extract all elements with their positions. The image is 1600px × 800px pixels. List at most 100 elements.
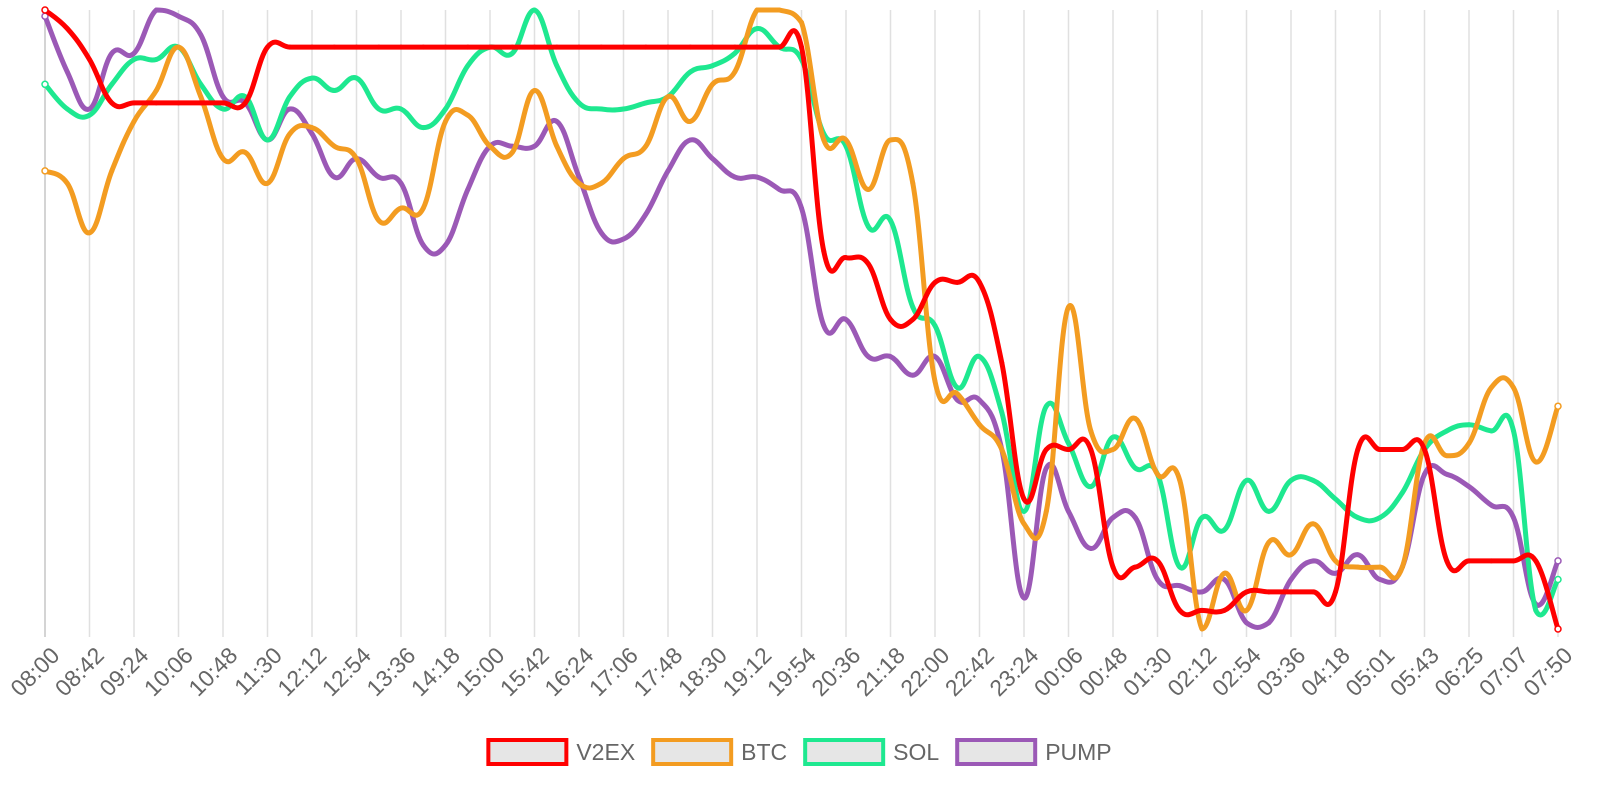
- data-point-v2ex[interactable]: [1088, 447, 1094, 452]
- data-point-v2ex[interactable]: [1066, 447, 1071, 452]
- data-point-pump[interactable]: [732, 174, 738, 180]
- data-point-btc[interactable]: [598, 180, 604, 186]
- legend-item-sol[interactable]: SOL: [803, 738, 939, 766]
- data-point-btc[interactable]: [821, 137, 827, 143]
- data-point-btc[interactable]: [999, 447, 1005, 452]
- data-point-pump[interactable]: [87, 106, 92, 112]
- data-point-btc[interactable]: [576, 180, 582, 186]
- data-point-pump[interactable]: [1021, 595, 1027, 601]
- data-point-pump[interactable]: [309, 131, 315, 137]
- data-point-sol[interactable]: [1110, 434, 1116, 440]
- data-point-v2ex[interactable]: [643, 44, 649, 50]
- data-point-sol[interactable]: [1177, 564, 1183, 570]
- data-point-pump[interactable]: [287, 106, 293, 112]
- data-point-btc[interactable]: [153, 88, 159, 93]
- data-point-v2ex[interactable]: [621, 44, 626, 50]
- data-point-btc[interactable]: [1266, 539, 1272, 545]
- data-point-v2ex[interactable]: [1221, 607, 1227, 613]
- data-point-v2ex[interactable]: [131, 100, 137, 106]
- data-point-v2ex[interactable]: [487, 44, 493, 50]
- data-point-btc[interactable]: [198, 94, 204, 100]
- legend[interactable]: V2EX BTC SOL PUMP: [486, 738, 1112, 766]
- data-point-pump[interactable]: [1199, 589, 1205, 595]
- data-point-sol[interactable]: [509, 50, 515, 56]
- data-point-pump[interactable]: [1088, 546, 1094, 551]
- data-point-v2ex[interactable]: [888, 317, 893, 322]
- data-point-sol[interactable]: [153, 57, 159, 62]
- data-point-pump[interactable]: [776, 187, 782, 192]
- data-point-btc[interactable]: [1444, 453, 1450, 459]
- data-point-pump[interactable]: [665, 168, 671, 174]
- data-point-v2ex[interactable]: [554, 44, 560, 50]
- data-point-pump[interactable]: [843, 317, 849, 322]
- data-point-btc[interactable]: [309, 125, 315, 131]
- data-point-sol[interactable]: [1488, 428, 1494, 434]
- data-point-v2ex[interactable]: [509, 44, 515, 50]
- data-point-v2ex[interactable]: [64, 26, 70, 32]
- data-point-v2ex[interactable]: [532, 44, 537, 50]
- data-point-v2ex[interactable]: [1043, 447, 1049, 452]
- data-point-v2ex[interactable]: [109, 100, 115, 106]
- data-point-v2ex[interactable]: [153, 100, 159, 106]
- data-point-sol[interactable]: [1043, 403, 1049, 409]
- data-point-v2ex[interactable]: [576, 44, 582, 50]
- data-point-pump[interactable]: [598, 230, 604, 236]
- data-point-pump[interactable]: [198, 32, 204, 38]
- data-point-pump[interactable]: [398, 180, 404, 186]
- data-point-btc[interactable]: [621, 156, 626, 162]
- data-point-sol[interactable]: [220, 106, 226, 112]
- data-point-sol[interactable]: [1333, 496, 1338, 502]
- data-point-btc[interactable]: [1554, 402, 1562, 410]
- data-point-pump[interactable]: [1244, 620, 1249, 626]
- data-point-pump[interactable]: [687, 137, 693, 143]
- data-point-sol[interactable]: [1399, 490, 1405, 496]
- data-point-sol[interactable]: [932, 323, 938, 329]
- data-point-btc[interactable]: [1310, 521, 1316, 527]
- data-point-btc[interactable]: [977, 422, 982, 428]
- data-point-sol[interactable]: [643, 100, 649, 106]
- data-point-v2ex[interactable]: [1533, 558, 1539, 564]
- data-point-pump[interactable]: [153, 7, 159, 13]
- data-point-pump[interactable]: [420, 242, 426, 248]
- data-point-pump[interactable]: [109, 50, 115, 56]
- data-point-pump[interactable]: [220, 94, 226, 100]
- data-point-btc[interactable]: [799, 19, 804, 25]
- data-point-v2ex[interactable]: [198, 100, 204, 106]
- data-point-pump[interactable]: [1043, 465, 1049, 471]
- data-point-btc[interactable]: [487, 143, 493, 149]
- data-point-btc[interactable]: [1110, 447, 1116, 452]
- data-point-btc[interactable]: [220, 156, 226, 162]
- data-point-pump[interactable]: [910, 372, 916, 378]
- data-point-btc[interactable]: [1377, 564, 1383, 570]
- data-point-btc[interactable]: [643, 143, 649, 149]
- data-point-sol[interactable]: [554, 63, 560, 69]
- data-point-v2ex[interactable]: [1021, 496, 1027, 502]
- data-point-sol[interactable]: [1244, 477, 1249, 483]
- data-point-btc[interactable]: [710, 81, 715, 87]
- data-point-sol[interactable]: [1199, 515, 1205, 521]
- data-point-btc[interactable]: [64, 180, 70, 186]
- data-point-sol[interactable]: [1088, 484, 1094, 490]
- data-point-btc[interactable]: [532, 88, 537, 93]
- data-point-btc[interactable]: [1488, 385, 1494, 391]
- data-point-btc[interactable]: [41, 167, 49, 175]
- data-point-btc[interactable]: [1511, 385, 1516, 391]
- data-point-btc[interactable]: [910, 180, 916, 186]
- data-point-sol[interactable]: [376, 106, 382, 112]
- data-point-pump[interactable]: [977, 397, 982, 403]
- data-point-pump[interactable]: [1444, 471, 1450, 477]
- data-point-v2ex[interactable]: [799, 44, 804, 50]
- data-point-sol[interactable]: [420, 125, 426, 131]
- data-point-sol[interactable]: [354, 75, 359, 81]
- data-point-pump[interactable]: [532, 143, 537, 149]
- data-point-v2ex[interactable]: [1466, 558, 1472, 564]
- data-point-v2ex[interactable]: [242, 100, 248, 106]
- data-point-sol[interactable]: [331, 88, 337, 93]
- data-point-pump[interactable]: [643, 211, 649, 217]
- data-point-v2ex[interactable]: [176, 100, 181, 106]
- data-point-btc[interactable]: [1066, 304, 1071, 310]
- data-point-sol[interactable]: [287, 94, 293, 100]
- data-point-sol[interactable]: [87, 112, 92, 118]
- data-point-btc[interactable]: [932, 378, 938, 384]
- data-point-v2ex[interactable]: [1199, 607, 1205, 613]
